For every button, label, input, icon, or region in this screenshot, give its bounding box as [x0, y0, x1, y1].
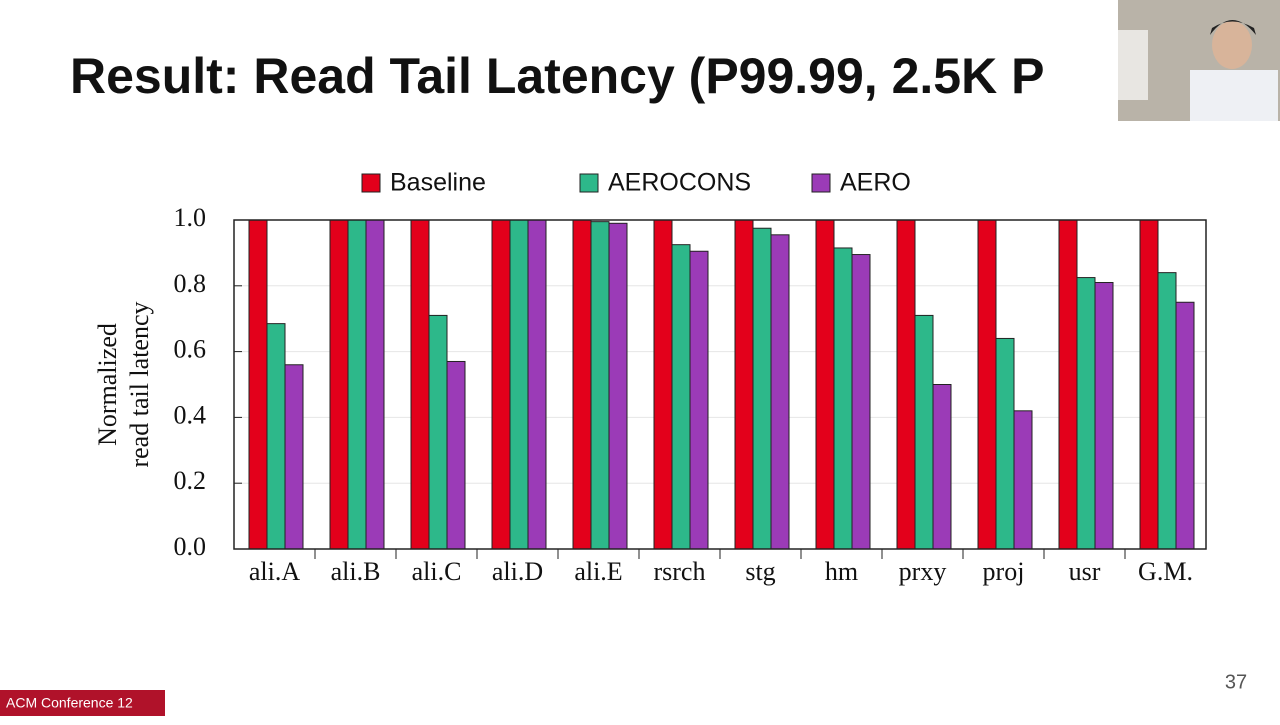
bar: [734, 219, 754, 550]
bar: [266, 323, 286, 550]
webcam-face: [1212, 21, 1252, 69]
bar: [248, 219, 268, 550]
bar: [914, 314, 934, 550]
bar: [365, 219, 385, 550]
x-tick-label: G.M.: [1138, 557, 1193, 586]
x-tick-label: ali.E: [574, 557, 622, 586]
x-tick-label: ali.A: [249, 557, 300, 586]
bar: [446, 360, 466, 550]
bar: [833, 247, 853, 550]
y-tick-label: 0.6: [174, 335, 207, 364]
plot-frame: [233, 219, 1207, 550]
legend-swatch: [361, 173, 381, 193]
bar: [1058, 219, 1078, 550]
bar: [995, 337, 1015, 550]
bar: [1013, 410, 1033, 550]
x-tick-label: hm: [825, 557, 858, 586]
bar: [527, 219, 547, 550]
bar: [491, 219, 511, 550]
y-tick-label: 1.0: [174, 203, 207, 232]
bar: [851, 254, 871, 550]
bar: [329, 219, 349, 550]
bar: [770, 234, 790, 550]
bar: [608, 222, 628, 550]
x-tick-label: ali.D: [492, 557, 543, 586]
bar: [653, 219, 673, 550]
x-tick-label: prxy: [899, 557, 947, 586]
bar: [1139, 219, 1159, 550]
webcam-person: [1190, 70, 1278, 121]
webcam-hair: [1210, 20, 1256, 35]
y-tick-label: 0.8: [174, 269, 207, 298]
x-tick-label: stg: [745, 557, 775, 586]
bar: [1175, 301, 1195, 550]
webcam-window: [1118, 30, 1148, 100]
x-tick-label: rsrch: [654, 557, 706, 586]
y-axis-label-line: read tail latency: [125, 301, 154, 467]
footer-logo: [0, 690, 165, 716]
bar: [1157, 272, 1177, 550]
y-axis-label: Normalized read tail latency: [93, 301, 154, 467]
bar: [590, 221, 610, 550]
bar: [1076, 277, 1096, 550]
bar: [428, 314, 448, 550]
x-tick-label: usr: [1069, 557, 1101, 586]
bar: [689, 250, 709, 550]
bar: [347, 219, 367, 550]
legend-label: AEROCONS: [608, 169, 751, 197]
bar: [932, 384, 952, 550]
footer-text: ACM Conference 12: [6, 695, 133, 711]
bar: [572, 219, 592, 550]
x-tick-label: ali.C: [412, 557, 462, 586]
y-tick-label: 0.4: [174, 400, 207, 429]
page-number: 37: [1225, 671, 1247, 693]
bar: [671, 244, 691, 550]
y-axis-label-line: Normalized: [93, 323, 122, 446]
bar: [410, 219, 430, 550]
chart: 0.0 0.2 0.4 0.6 0.8 1.0 Normalized read tail la…: [93, 169, 1207, 586]
legend-label: Baseline: [390, 169, 486, 197]
legend-swatch: [811, 173, 831, 193]
bar: [509, 219, 529, 550]
y-tick-label: 0.2: [174, 466, 207, 495]
bar: [284, 364, 304, 550]
bar: [977, 219, 997, 550]
bar: [896, 219, 916, 550]
webcam: [1118, 0, 1280, 121]
bar: [752, 227, 772, 550]
bar: [1094, 282, 1114, 550]
slide-title: Result: Read Tail Latency (P99.99, 2.5K …: [70, 48, 1044, 104]
x-tick-label: ali.B: [331, 557, 381, 586]
bar: [815, 219, 835, 550]
legend-label: AERO: [840, 169, 911, 197]
legend-swatch: [579, 173, 599, 193]
x-tick-label: proj: [983, 557, 1025, 586]
y-tick-label: 0.0: [174, 532, 207, 561]
